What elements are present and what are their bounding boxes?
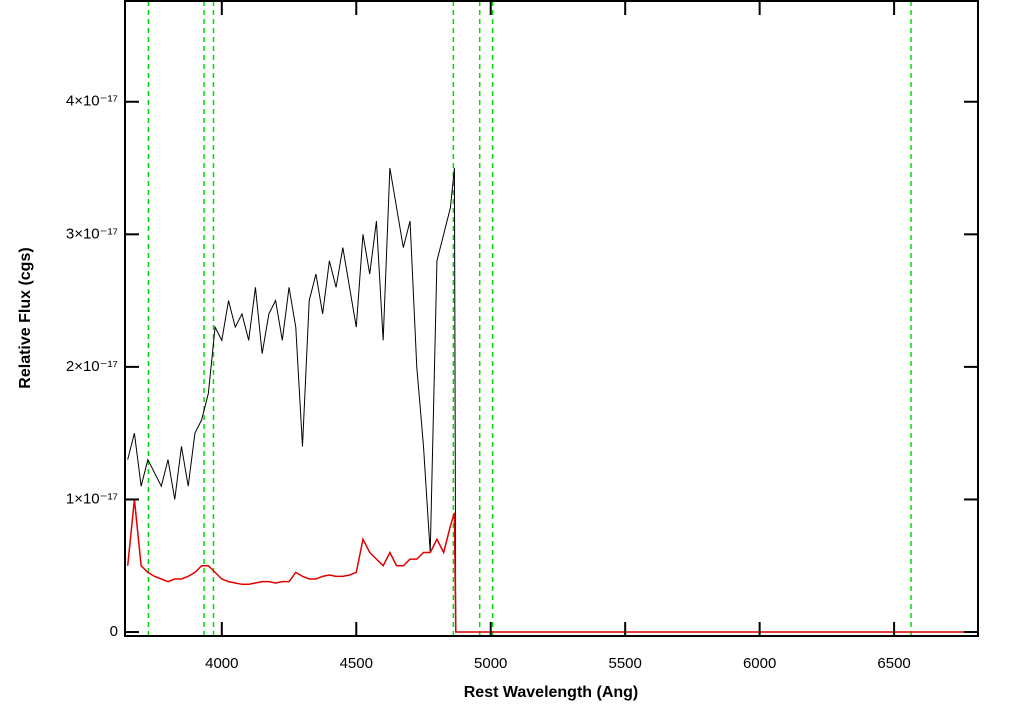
- x-tick-label: 6000: [743, 655, 776, 672]
- x-tick-label: 5500: [608, 655, 641, 672]
- x-tick-label: 4000: [205, 655, 238, 672]
- y-tick-label: 1×10⁻¹⁷: [66, 490, 118, 507]
- y-tick-label: 0: [110, 623, 118, 640]
- x-tick-label: 4500: [340, 655, 373, 672]
- y-tick-label: 2×10⁻¹⁷: [66, 358, 118, 375]
- plot-frame: [124, 0, 979, 637]
- x-tick-label: 5000: [474, 655, 507, 672]
- spectrum-line: [127, 167, 978, 633]
- y-tick-label: 4×10⁻¹⁷: [66, 93, 118, 110]
- x-tick-label: 6500: [877, 655, 910, 672]
- x-axis-title: Rest Wavelength (Ang): [464, 684, 639, 701]
- spectrum-line: [126, 499, 978, 633]
- y-axis-title: Relative Flux (cgs): [17, 247, 34, 388]
- y-tick-label: 3×10⁻¹⁷: [66, 225, 118, 242]
